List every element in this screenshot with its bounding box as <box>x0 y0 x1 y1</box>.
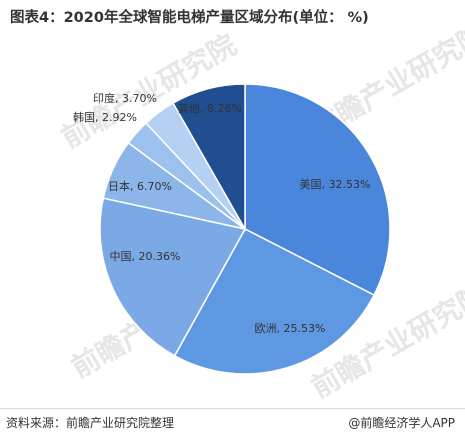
slice-label-7: 其他, 8.26% <box>178 102 242 115</box>
pie-labels: 美国, 32.53% 欧洲, 25.53% 中国, 20.36% 日本, 6.70% 韩… <box>73 91 370 335</box>
chart-title: 图表4：2020年全球智能电梯产量区域分布(单位： %) <box>10 10 369 26</box>
slice-label-1: 美国, 32.53% <box>300 178 371 191</box>
pie-slice-3 <box>99 197 247 357</box>
brand-credit: @前瞻经济学人APP <box>348 416 455 430</box>
footer-divider <box>0 408 465 409</box>
slice-label-5: 韩国, 2.92% <box>73 110 137 124</box>
source-note: 资料来源：前瞻产业研究院整理 <box>6 416 175 430</box>
slice-label-6: 印度, 3.70% <box>93 91 157 105</box>
pie-slice-2 <box>173 228 376 375</box>
slice-label-2: 欧洲, 25.53% <box>255 322 326 335</box>
pie-slices <box>99 83 391 375</box>
slice-label-4: 日本, 6.70% <box>108 179 172 193</box>
slice-label-3: 中国, 20.36% <box>110 250 181 263</box>
pie-slice-7 <box>172 83 246 232</box>
pie-slice-1 <box>244 83 391 297</box>
